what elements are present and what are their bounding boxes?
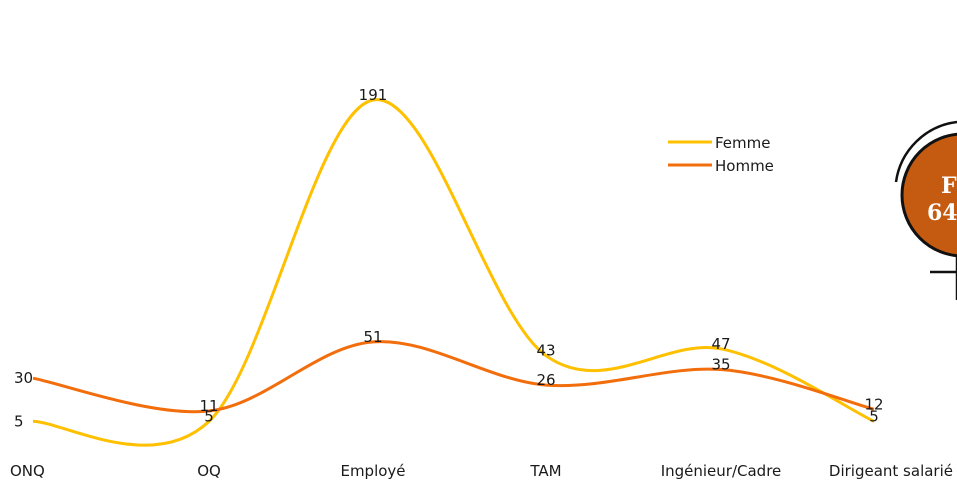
series-line-homme bbox=[32, 340, 875, 414]
badge-text-line1: F bbox=[941, 173, 957, 199]
female-symbol-outer-arc bbox=[894, 120, 957, 183]
x-tick-label-3: TAM bbox=[529, 462, 561, 480]
data-label-homme-1: 11 bbox=[199, 397, 218, 415]
data-label-femme-1: 5 bbox=[204, 407, 214, 425]
data-labels: 5 5 191 43 47 5 30 11 51 26 35 12 bbox=[14, 86, 884, 430]
female-symbol-circle bbox=[900, 132, 957, 258]
data-label-homme-3: 26 bbox=[536, 371, 555, 389]
x-axis-tick-labels: ONQ OQ Employé TAM Ingénieur/Cadre Dirigeant … bbox=[10, 462, 953, 480]
series-lines bbox=[32, 98, 875, 447]
data-label-femme-3: 43 bbox=[536, 342, 555, 360]
data-label-homme-4: 35 bbox=[711, 356, 730, 374]
data-label-homme-2: 51 bbox=[363, 328, 382, 346]
data-label-femme-0: 5 bbox=[14, 412, 24, 430]
data-label-femme-2: 191 bbox=[359, 86, 388, 104]
x-tick-label-0: ONQ bbox=[10, 462, 45, 480]
x-tick-label-1: OQ bbox=[197, 462, 221, 480]
legend-label-homme: Homme bbox=[715, 157, 774, 175]
x-tick-label-5: Dirigeant salarié bbox=[829, 462, 953, 480]
x-tick-label-4: Ingénieur/Cadre bbox=[661, 462, 782, 480]
data-label-homme-0: 30 bbox=[14, 369, 33, 387]
data-label-femme-5: 5 bbox=[869, 407, 879, 425]
badge-text-line2: 64 bbox=[927, 200, 957, 226]
female-symbol-badge: F 64 bbox=[894, 120, 957, 300]
series-line-femme bbox=[32, 98, 875, 447]
data-label-homme-5: 12 bbox=[864, 395, 883, 413]
x-tick-label-2: Employé bbox=[340, 462, 405, 480]
legend: Femme Homme bbox=[668, 134, 774, 175]
data-label-femme-4: 47 bbox=[711, 335, 730, 353]
legend-label-femme: Femme bbox=[715, 134, 771, 152]
